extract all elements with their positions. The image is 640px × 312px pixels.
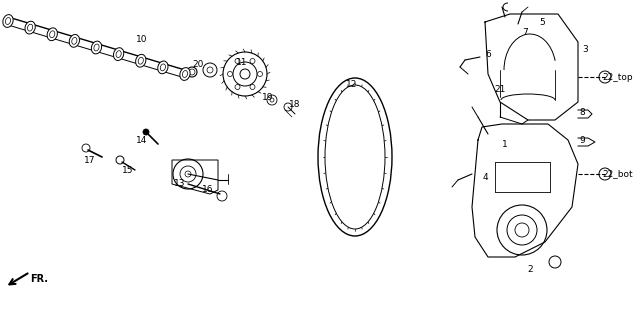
Text: 18: 18	[289, 100, 301, 109]
Circle shape	[207, 67, 213, 73]
Text: 4: 4	[482, 173, 488, 182]
Circle shape	[507, 215, 537, 245]
Ellipse shape	[116, 51, 121, 57]
Circle shape	[549, 256, 561, 268]
Circle shape	[203, 63, 217, 77]
Circle shape	[82, 144, 90, 152]
Text: 10: 10	[136, 36, 148, 45]
Circle shape	[267, 95, 277, 105]
Circle shape	[599, 168, 611, 180]
Circle shape	[233, 62, 257, 86]
Ellipse shape	[138, 57, 143, 64]
Circle shape	[250, 85, 255, 90]
Circle shape	[143, 129, 149, 135]
Text: 11: 11	[236, 57, 248, 66]
Circle shape	[187, 67, 197, 77]
Circle shape	[515, 223, 529, 237]
Ellipse shape	[72, 37, 77, 44]
Ellipse shape	[47, 28, 58, 41]
Circle shape	[240, 69, 250, 79]
Text: 20: 20	[192, 60, 204, 69]
Text: 1: 1	[502, 139, 508, 149]
Circle shape	[235, 59, 240, 64]
Circle shape	[173, 159, 203, 189]
Circle shape	[185, 171, 191, 177]
Ellipse shape	[5, 17, 11, 24]
Ellipse shape	[160, 64, 166, 71]
Text: 16: 16	[202, 186, 214, 194]
Ellipse shape	[3, 15, 13, 27]
Ellipse shape	[25, 21, 35, 34]
Text: 14: 14	[136, 135, 148, 144]
Text: 8: 8	[579, 108, 585, 116]
Ellipse shape	[92, 41, 102, 54]
Text: 15: 15	[122, 165, 134, 174]
Text: 13: 13	[174, 179, 186, 188]
Text: 17: 17	[84, 155, 96, 164]
Circle shape	[227, 71, 232, 76]
Ellipse shape	[113, 48, 124, 61]
Text: 6: 6	[485, 50, 491, 59]
Circle shape	[599, 71, 611, 83]
Circle shape	[217, 191, 227, 201]
Circle shape	[257, 71, 262, 76]
Ellipse shape	[180, 68, 190, 80]
Ellipse shape	[136, 54, 146, 67]
Ellipse shape	[69, 35, 79, 47]
Circle shape	[189, 69, 195, 75]
Text: 12: 12	[346, 80, 358, 89]
Ellipse shape	[28, 24, 33, 31]
Text: 3: 3	[582, 46, 588, 55]
Circle shape	[116, 156, 124, 164]
Text: FR.: FR.	[30, 274, 48, 284]
Circle shape	[284, 103, 292, 111]
Ellipse shape	[325, 85, 385, 229]
Text: 21: 21	[494, 85, 506, 95]
Circle shape	[180, 166, 196, 182]
Text: 7: 7	[522, 27, 528, 37]
Circle shape	[270, 98, 274, 102]
Ellipse shape	[94, 44, 99, 51]
Circle shape	[223, 52, 267, 96]
Circle shape	[497, 205, 547, 255]
Text: 2: 2	[527, 266, 533, 275]
Text: 22_top: 22_top	[603, 72, 634, 81]
Ellipse shape	[157, 61, 168, 74]
Text: 5: 5	[539, 17, 545, 27]
Text: 9: 9	[579, 135, 585, 144]
Ellipse shape	[182, 71, 188, 77]
Circle shape	[250, 59, 255, 64]
Circle shape	[235, 85, 240, 90]
Ellipse shape	[318, 78, 392, 236]
Text: 19: 19	[262, 92, 274, 101]
Text: 22_bot: 22_bot	[603, 169, 634, 178]
Ellipse shape	[50, 31, 55, 38]
